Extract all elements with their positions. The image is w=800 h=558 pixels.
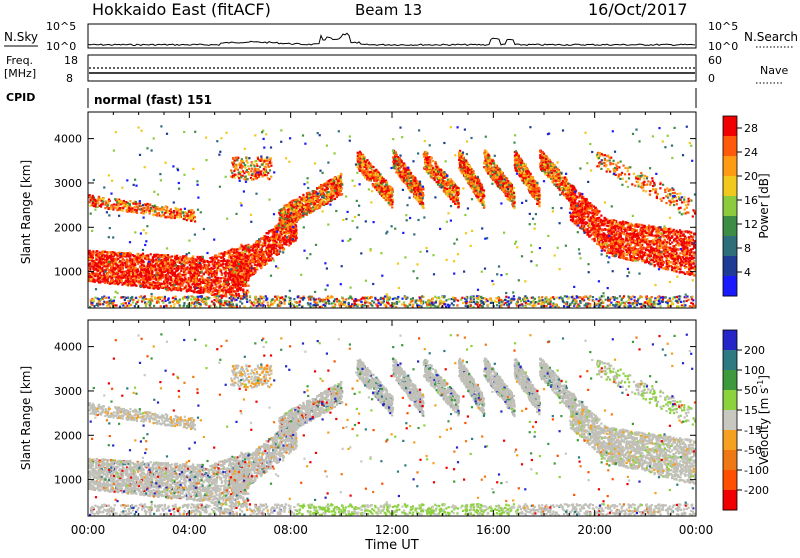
time-axis-title: Time UT (364, 538, 418, 553)
power-colorbar-label: Power [dB] (757, 173, 771, 238)
nsky-panel: N.Sky 10^5 10^0 10^5 10^0 N.Search (4, 20, 798, 53)
time-tick-3: 12:00 (375, 523, 410, 537)
freq-panel: Freq. [MHz] 18 8 60 0 Nave (4, 54, 788, 85)
plot-title: Hokkaido East (fitACF) (92, 0, 271, 19)
velocity-y-tick-2000: 2000 (54, 429, 82, 442)
velocity-colorbar-label-main: Velocity [m s (757, 388, 771, 465)
velocity-heatmap (88, 333, 696, 516)
freq-tick-bottom: 8 (66, 72, 73, 85)
power-cbar-tick-12: 12 (744, 218, 758, 231)
nave-label: Nave (760, 64, 788, 77)
freq-label: Freq. (6, 54, 33, 67)
power-cbar-tick-16: 16 (744, 194, 758, 207)
freq-unit: [MHz] (4, 67, 36, 80)
power-panel: 1000 2000 3000 4000 Slant Range [km] (19, 112, 696, 308)
power-y-tick-4000: 4000 (54, 133, 82, 146)
nsearch-label: N.Search (744, 30, 798, 44)
time-tick-2: 08:00 (273, 523, 308, 537)
power-colorbar-swatches (723, 116, 737, 297)
time-tick-4: 16:00 (476, 523, 511, 537)
time-tick-5: 20:00 (577, 523, 612, 537)
power-cbar-tick-8: 8 (744, 242, 751, 255)
nsky-trace (89, 33, 695, 45)
power-y-tick-3000: 3000 (54, 177, 82, 190)
nsearch-tick-top: 10^5 (708, 20, 738, 33)
date-label: 16/Oct/2017 (588, 0, 688, 19)
velocity-cbar-tick-0: 200 (744, 344, 765, 357)
velocity-cbar-tick-7: -200 (744, 484, 769, 497)
velocity-colorbar-swatches (723, 330, 737, 511)
power-colorbar-ticks: 4 8 12 16 20 24 28 (737, 122, 758, 279)
nave-tick-top: 60 (708, 54, 722, 67)
power-y-tick-1000: 1000 (54, 266, 82, 279)
beam-label: Beam 13 (355, 1, 422, 19)
velocity-ylabel: Slant Range [km] (19, 366, 33, 470)
velocity-panel: 1000 2000 3000 4000 Slant Range [km] (19, 320, 696, 516)
velocity-y-tick-3000: 3000 (54, 385, 82, 398)
time-axis-labels: 00:00 04:00 08:00 12:00 16:00 20:00 00:00 (71, 523, 714, 537)
velocity-cbar-tick-3: 15 (744, 404, 758, 417)
velocity-colorbar-label-end: ] (757, 375, 771, 380)
freq-tick-top: 18 (64, 54, 78, 67)
power-cbar-tick-28: 28 (744, 122, 758, 135)
nsky-label: N.Sky (4, 30, 38, 44)
velocity-colorbar-label: Velocity [m s-1] (756, 375, 771, 465)
power-heatmap (88, 125, 696, 308)
velocity-y-tick-4000: 4000 (54, 341, 82, 354)
nsearch-tick-bottom: 10^0 (708, 40, 738, 53)
power-ylabel: Slant Range [km] (19, 160, 33, 264)
cpid-text: normal (fast) 151 (94, 93, 212, 107)
velocity-colorbar-label-sup: -1 (756, 380, 765, 388)
power-colorbar: 4 8 12 16 20 24 28 Power [dB] (723, 116, 771, 297)
nsky-tick-top: 10^5 (46, 20, 76, 33)
time-tick-1: 04:00 (172, 523, 207, 537)
power-cbar-tick-20: 20 (744, 170, 758, 183)
power-cbar-tick-4: 4 (744, 266, 751, 279)
power-cbar-tick-24: 24 (744, 146, 758, 159)
nsky-tick-bottom: 10^0 (46, 40, 76, 53)
time-tick-0: 00:00 (71, 523, 106, 537)
time-tick-6: 00:00 (679, 523, 714, 537)
velocity-y-tick-1000: 1000 (54, 474, 82, 487)
power-y-tick-2000: 2000 (54, 221, 82, 234)
cpid-label: CPID (6, 91, 35, 104)
nave-tick-bottom: 0 (708, 72, 715, 85)
